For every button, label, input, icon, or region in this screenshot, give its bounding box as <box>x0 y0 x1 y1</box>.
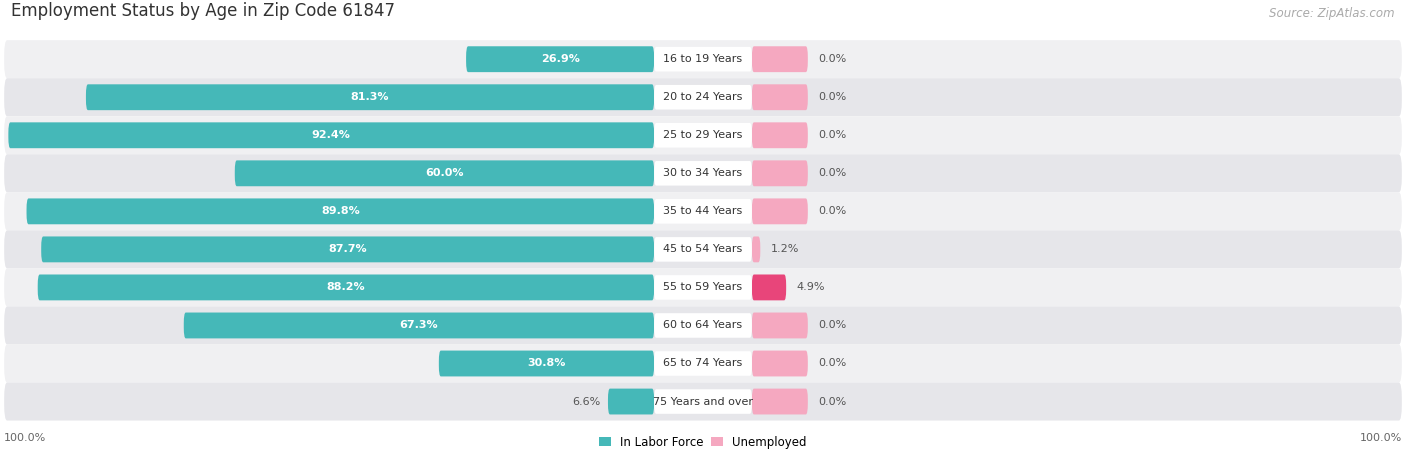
Text: 26.9%: 26.9% <box>541 54 579 64</box>
Text: Source: ZipAtlas.com: Source: ZipAtlas.com <box>1270 7 1395 20</box>
Text: 6.6%: 6.6% <box>572 396 600 406</box>
Text: 55 to 59 Years: 55 to 59 Years <box>664 283 742 293</box>
Legend: In Labor Force, Unemployed: In Labor Force, Unemployed <box>599 436 807 449</box>
Text: 16 to 19 Years: 16 to 19 Years <box>664 54 742 64</box>
Text: 0.0%: 0.0% <box>818 54 846 64</box>
Text: 60.0%: 60.0% <box>425 168 464 178</box>
FancyBboxPatch shape <box>654 351 752 376</box>
Text: Employment Status by Age in Zip Code 61847: Employment Status by Age in Zip Code 618… <box>11 2 395 20</box>
Text: 60 to 64 Years: 60 to 64 Years <box>664 320 742 330</box>
FancyBboxPatch shape <box>235 160 654 186</box>
FancyBboxPatch shape <box>654 161 752 185</box>
FancyBboxPatch shape <box>654 389 752 414</box>
Text: 65 to 74 Years: 65 to 74 Years <box>664 359 742 369</box>
FancyBboxPatch shape <box>654 237 752 261</box>
FancyBboxPatch shape <box>4 268 1402 306</box>
FancyBboxPatch shape <box>654 123 752 148</box>
FancyBboxPatch shape <box>752 84 808 110</box>
Text: 4.9%: 4.9% <box>797 283 825 293</box>
Text: 0.0%: 0.0% <box>818 207 846 216</box>
FancyBboxPatch shape <box>752 236 761 262</box>
FancyBboxPatch shape <box>752 198 808 224</box>
Text: 0.0%: 0.0% <box>818 396 846 406</box>
FancyBboxPatch shape <box>467 46 654 72</box>
FancyBboxPatch shape <box>38 274 654 300</box>
Text: 20 to 24 Years: 20 to 24 Years <box>664 92 742 102</box>
Text: 0.0%: 0.0% <box>818 92 846 102</box>
Text: 30 to 34 Years: 30 to 34 Years <box>664 168 742 178</box>
Text: 0.0%: 0.0% <box>818 359 846 369</box>
FancyBboxPatch shape <box>752 46 808 72</box>
FancyBboxPatch shape <box>654 199 752 224</box>
Text: 45 to 54 Years: 45 to 54 Years <box>664 244 742 254</box>
Text: 88.2%: 88.2% <box>326 283 366 293</box>
FancyBboxPatch shape <box>752 313 808 338</box>
Text: 92.4%: 92.4% <box>312 130 350 140</box>
FancyBboxPatch shape <box>4 116 1402 154</box>
FancyBboxPatch shape <box>752 122 808 148</box>
FancyBboxPatch shape <box>439 351 654 377</box>
FancyBboxPatch shape <box>752 160 808 186</box>
Text: 75 Years and over: 75 Years and over <box>652 396 754 406</box>
FancyBboxPatch shape <box>4 40 1402 78</box>
Text: 35 to 44 Years: 35 to 44 Years <box>664 207 742 216</box>
FancyBboxPatch shape <box>654 313 752 338</box>
FancyBboxPatch shape <box>27 198 654 224</box>
FancyBboxPatch shape <box>4 192 1402 230</box>
FancyBboxPatch shape <box>752 389 808 414</box>
FancyBboxPatch shape <box>607 389 654 414</box>
Text: 81.3%: 81.3% <box>350 92 389 102</box>
Text: 67.3%: 67.3% <box>399 320 439 330</box>
FancyBboxPatch shape <box>4 154 1402 192</box>
Text: 100.0%: 100.0% <box>1360 433 1402 443</box>
Text: 89.8%: 89.8% <box>321 207 360 216</box>
Text: 87.7%: 87.7% <box>329 244 367 254</box>
FancyBboxPatch shape <box>654 85 752 109</box>
FancyBboxPatch shape <box>4 382 1402 421</box>
Text: 30.8%: 30.8% <box>527 359 565 369</box>
FancyBboxPatch shape <box>4 78 1402 116</box>
Text: 100.0%: 100.0% <box>4 433 46 443</box>
FancyBboxPatch shape <box>184 313 654 338</box>
FancyBboxPatch shape <box>752 274 786 300</box>
FancyBboxPatch shape <box>4 230 1402 268</box>
FancyBboxPatch shape <box>8 122 654 148</box>
FancyBboxPatch shape <box>4 306 1402 345</box>
Text: 0.0%: 0.0% <box>818 168 846 178</box>
Text: 0.0%: 0.0% <box>818 130 846 140</box>
Text: 25 to 29 Years: 25 to 29 Years <box>664 130 742 140</box>
Text: 1.2%: 1.2% <box>770 244 799 254</box>
FancyBboxPatch shape <box>4 345 1402 382</box>
FancyBboxPatch shape <box>86 84 654 110</box>
FancyBboxPatch shape <box>654 275 752 300</box>
Text: 0.0%: 0.0% <box>818 320 846 330</box>
FancyBboxPatch shape <box>654 47 752 72</box>
FancyBboxPatch shape <box>752 351 808 377</box>
FancyBboxPatch shape <box>41 236 654 262</box>
